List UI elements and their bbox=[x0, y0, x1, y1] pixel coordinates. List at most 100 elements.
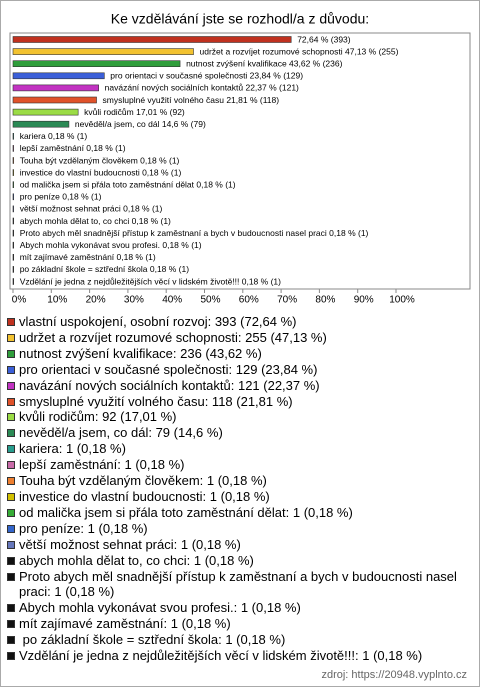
bar bbox=[12, 96, 97, 104]
legend-item: Vzdělání je jedna z nejdůležitějších věc… bbox=[7, 648, 469, 664]
bar bbox=[12, 157, 14, 164]
legend-label: mít zajímavé zaměstnání: 1 (0,18 %) bbox=[19, 616, 231, 632]
legend-item: větší možnost sehnat práci: 1 (0,18 %) bbox=[7, 537, 469, 553]
bar bbox=[12, 241, 14, 249]
bar bbox=[12, 48, 194, 55]
legend-label: pro peníze: 1 (0,18 %) bbox=[19, 520, 148, 536]
bar-label: Abych mohla vykonávat svou profesi. 0,18… bbox=[20, 240, 202, 250]
legend-swatch bbox=[7, 524, 15, 533]
bar bbox=[12, 266, 14, 273]
x-tick-label: 70% bbox=[277, 295, 297, 306]
legend-swatch bbox=[7, 365, 15, 374]
legend-item: smysluplné využití volného času: 118 (21… bbox=[7, 394, 469, 410]
bar-label: mít zajímavé zaměstnání 0,18 % (1) bbox=[20, 252, 156, 262]
legend-label: pro orientaci v současné společnosti: 12… bbox=[19, 361, 318, 377]
bar bbox=[12, 36, 292, 43]
legend-swatch bbox=[7, 556, 15, 565]
x-tick-label: 20% bbox=[86, 295, 106, 306]
bar bbox=[12, 145, 14, 152]
legend-swatch bbox=[7, 461, 15, 470]
x-tick-label: 50% bbox=[200, 295, 220, 306]
legend-label: od malička jsem si přála toto zaměstnání… bbox=[19, 504, 353, 520]
bar-label: pro orientaci v současné společnosti 23,… bbox=[110, 71, 303, 81]
legend: vlastní uspokojení, osobní rozvoj: 393 (… bbox=[7, 314, 469, 664]
x-tick-label: 0% bbox=[12, 295, 27, 306]
bar-label: nevěděl/a jsem, co dál 14,6 % (79) bbox=[75, 119, 206, 129]
bar-label: Vzdělání je jedna z nejdůležitějších věc… bbox=[20, 276, 281, 286]
bar bbox=[12, 120, 70, 128]
legend-label: lepší zaměstnání: 1 (0,18 %) bbox=[19, 457, 185, 473]
legend-item: abych mohla dělat to, co chci: 1 (0,18 %… bbox=[7, 553, 469, 569]
legend-label: abych mohla dělat to, co chci: 1 (0,18 %… bbox=[19, 552, 254, 568]
x-tick-label: 60% bbox=[239, 295, 259, 306]
legend-item: pro peníze: 1 (0,18 %) bbox=[7, 521, 469, 537]
bar bbox=[12, 108, 79, 116]
bar bbox=[12, 217, 14, 225]
bar-label: abych mohla dělat to, co chci 0,18 % (1) bbox=[20, 216, 171, 226]
bar-label: lepší zaměstnání 0,18 % (1) bbox=[20, 143, 126, 153]
legend-label: nevěděl/a jsem, co dál: 79 (14,6 %) bbox=[19, 425, 223, 441]
legend-item: mít zajímavé zaměstnání: 1 (0,18 %) bbox=[7, 616, 469, 632]
legend-label: Touha být vzdělaným člověkem: 1 (0,18 %) bbox=[19, 473, 267, 489]
legend-label: větší možnost sehnat práci: 1 (0,18 %) bbox=[19, 536, 241, 552]
legend-swatch bbox=[7, 604, 15, 613]
x-tick-label: 90% bbox=[354, 295, 374, 306]
legend-label: po základní škole = sztřední škola: 1 (0… bbox=[19, 632, 286, 648]
legend-label: kariera: 1 (0,18 %) bbox=[19, 441, 126, 457]
legend-swatch bbox=[7, 508, 15, 517]
legend-label: smysluplné využití volného času: 118 (21… bbox=[19, 393, 293, 409]
bar-label: smysluplné využití volného času 21,81 % … bbox=[103, 95, 280, 105]
legend-label: kvůli rodičům: 92 (17,01 %) bbox=[19, 409, 177, 425]
bar-label: udržet a rozvíjet rozumové schopnosti 47… bbox=[200, 46, 399, 56]
legend-swatch bbox=[7, 540, 15, 549]
legend-swatch bbox=[7, 397, 15, 406]
bar bbox=[12, 169, 14, 176]
legend-label: Vzdělání je jedna z nejdůležitějších věc… bbox=[19, 648, 423, 664]
legend-item: pro orientaci v současné společnosti: 12… bbox=[7, 362, 469, 378]
chart: Ke vzdělávání jste se rozhodl/a z důvodu… bbox=[9, 11, 471, 306]
bar-label: navázání nových sociálních kontaktů 22,3… bbox=[105, 83, 299, 93]
legend-swatch bbox=[7, 381, 15, 390]
bar-label: po základní škole = sztřední škola 0,18 … bbox=[20, 264, 190, 274]
legend-item: kariera: 1 (0,18 %) bbox=[7, 441, 469, 457]
bar bbox=[12, 84, 99, 92]
legend-swatch bbox=[7, 333, 15, 342]
legend-item: nevěděl/a jsem, co dál: 79 (14,6 %) bbox=[7, 425, 469, 441]
bar-label: investice do vlastní budoucnosti 0,18 % … bbox=[20, 167, 182, 177]
legend-item: udržet a rozvíjet rozumové schopnosti: 2… bbox=[7, 330, 469, 346]
legend-swatch bbox=[7, 413, 15, 422]
legend-swatch bbox=[7, 349, 15, 358]
legend-label: vlastní uspokojení, osobní rozvoj: 393 (… bbox=[19, 314, 297, 329]
bar-label: pro peníze 0,18 % (1) bbox=[20, 192, 102, 202]
legend-swatch bbox=[7, 445, 15, 454]
legend-label: Abych mohla vykonávat svou profesi.: 1 (… bbox=[19, 600, 301, 616]
legend-swatch bbox=[7, 636, 15, 645]
x-tick-label: 30% bbox=[124, 295, 144, 306]
bar bbox=[12, 72, 105, 80]
legend-label: investice do vlastní budoucnosti: 1 (0,1… bbox=[19, 488, 270, 504]
bar-label: Touha být vzdělaným člověkem 0,18 % (1) bbox=[20, 155, 180, 165]
plot-frame bbox=[9, 32, 471, 290]
legend-label: udržet a rozvíjet rozumové schopnosti: 2… bbox=[19, 329, 327, 345]
legend-swatch bbox=[7, 492, 15, 501]
legend-label: nutnost zvýšení kvalifikace: 236 (43,62 … bbox=[19, 345, 262, 361]
bar-label: 72,64 % (393) bbox=[297, 34, 351, 44]
x-tick-label: 80% bbox=[315, 295, 335, 306]
bar-label: nutnost zvýšení kvalifikace 43,62 % (236… bbox=[186, 58, 343, 68]
legend-item: nutnost zvýšení kvalifikace: 236 (43,62 … bbox=[7, 346, 469, 362]
legend-item: investice do vlastní budoucnosti: 1 (0,1… bbox=[7, 489, 469, 505]
bar-label: kvůli rodičům 17,01 % (92) bbox=[84, 107, 185, 117]
legend-swatch bbox=[7, 652, 15, 661]
legend-item: Abych mohla vykonávat svou profesi.: 1 (… bbox=[7, 600, 469, 616]
bar bbox=[12, 193, 14, 201]
legend-swatch bbox=[7, 620, 15, 629]
legend-swatch bbox=[7, 429, 15, 438]
bar-label: Proto abych měl snadnější přístup k zamě… bbox=[20, 228, 369, 238]
bar bbox=[12, 229, 14, 237]
bar-label: kariera 0,18 % (1) bbox=[20, 131, 88, 141]
x-tick-label: 100% bbox=[389, 295, 415, 306]
footer: zdroj: https://20948.vyplnto.cz bbox=[321, 669, 467, 681]
legend-item: navázání nových sociálních kontaktů: 121… bbox=[7, 378, 469, 394]
bar bbox=[12, 278, 14, 285]
